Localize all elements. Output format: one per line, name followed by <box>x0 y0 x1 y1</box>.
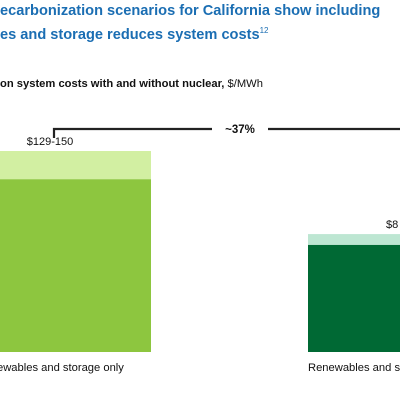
data-label-2: $8 <box>386 219 398 231</box>
title-line-1: ecarbonization scenarios for California … <box>0 3 381 19</box>
chart-subtitle: on system costs with and without nuclear… <box>0 78 263 90</box>
title-footnote: 12 <box>259 26 269 35</box>
category-label-1: ewables and storage only <box>0 362 124 374</box>
data-label-1: $129-150 <box>27 136 74 148</box>
title-line-2: es and storage reduces system costs12 <box>0 21 400 45</box>
category-label-2: Renewables and s <box>308 362 400 374</box>
reduction-annotation: ~37% <box>225 124 255 136</box>
title-line-2-text: es and storage reduces system costs <box>0 27 260 43</box>
bar-1-segment-2 <box>0 151 151 180</box>
subtitle-unit: $/MWh <box>224 78 263 90</box>
reduction-bracket <box>52 127 400 138</box>
subtitle-bold: on system costs with and without nuclear… <box>0 78 225 90</box>
bar-1-segment-1 <box>0 179 151 352</box>
chart-title: ecarbonization scenarios for California … <box>0 2 400 45</box>
bar-2-segment-1 <box>308 244 400 352</box>
bar-2-segment-2 <box>308 234 400 245</box>
